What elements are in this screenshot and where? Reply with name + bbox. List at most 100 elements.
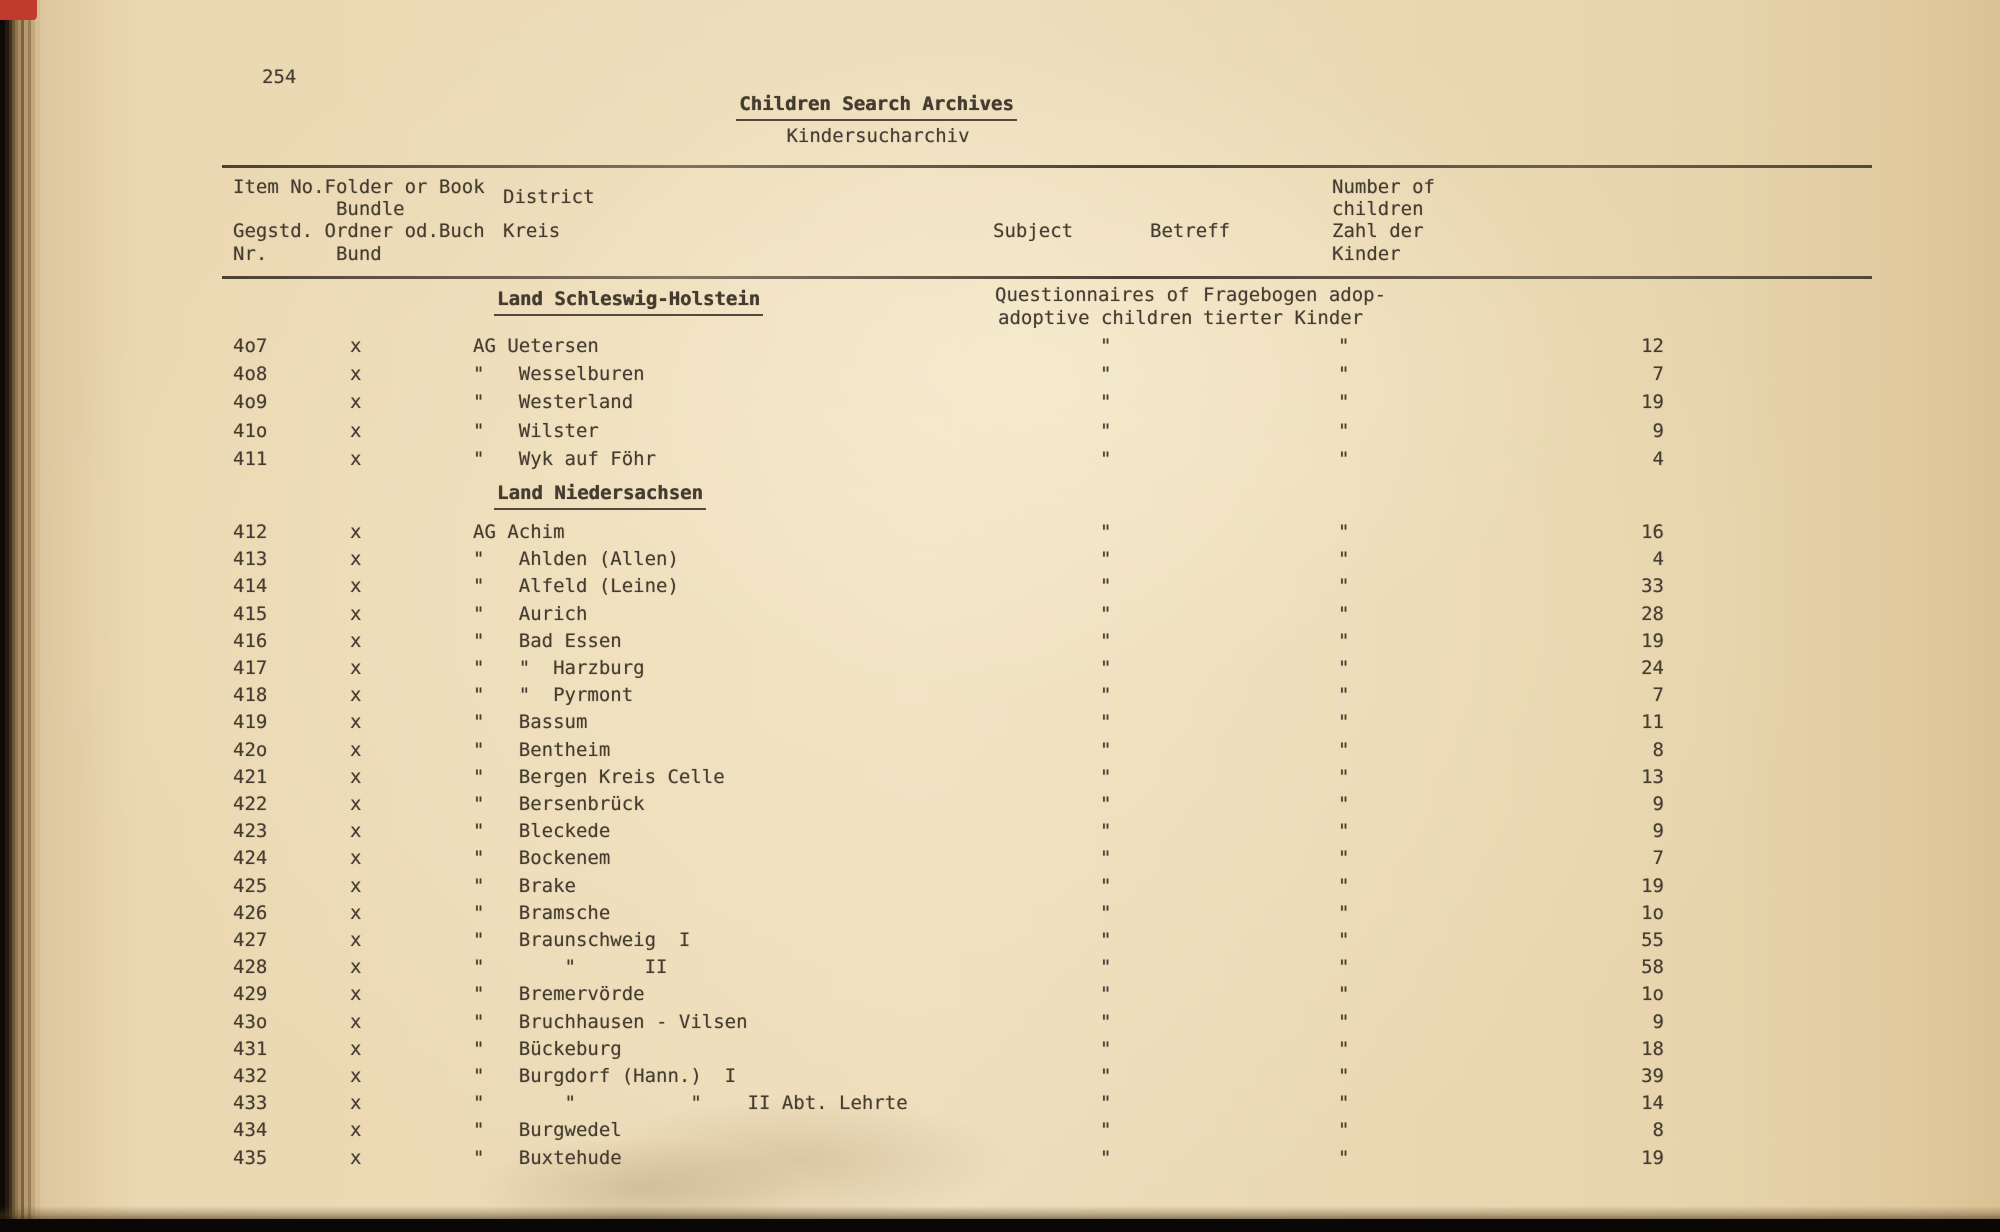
row-item-number: 415 — [233, 602, 268, 625]
row-folder-mark: x — [350, 684, 362, 707]
row-subject-ditto: " — [1100, 1065, 1112, 1087]
row-district: " " II — [473, 956, 668, 979]
row-folder-mark: x — [350, 1146, 362, 1169]
row-district: " Wyk auf Föhr — [473, 447, 657, 470]
row-folder-mark: x — [350, 548, 362, 571]
row-betreff-ditto: " — [1338, 983, 1350, 1006]
row-folder-mark: x — [350, 447, 362, 470]
row-children-count: 7 — [1652, 684, 1664, 707]
row-item-number: 41o — [233, 419, 268, 442]
row-district: " Bergen Kreis Celle — [473, 765, 725, 788]
row-item-number: 414 — [233, 575, 268, 598]
row-betreff-ditto: " — [1338, 629, 1350, 652]
row-children-count: 9 — [1652, 419, 1664, 442]
row-subject-ditto: " — [1100, 765, 1112, 788]
betreff-note-line: Fragebogen adop- — [1203, 284, 1387, 306]
row-district: " Burgdorf (Hann.) I — [473, 1065, 737, 1087]
row-betreff-ditto: " — [1338, 602, 1350, 625]
row-folder-mark: x — [350, 738, 362, 761]
row-subject-ditto: " — [1100, 1037, 1112, 1060]
page-title: Children Search Archives — [736, 93, 1017, 121]
row-folder-mark: x — [350, 1092, 362, 1115]
row-item-number: 421 — [233, 765, 268, 788]
row-children-count: 1o — [1641, 983, 1664, 1006]
row-district: " Bleckede — [473, 820, 611, 843]
row-district: " Burgwedel — [473, 1119, 622, 1142]
row-subject-ditto: " — [1100, 901, 1112, 924]
row-children-count: 14 — [1641, 1092, 1664, 1115]
row-betreff-ditto: " — [1338, 901, 1350, 924]
row-children-count: 18 — [1641, 1037, 1664, 1060]
row-folder-mark: x — [350, 335, 362, 357]
row-betreff-ditto: " — [1338, 793, 1350, 815]
row-betreff-ditto: " — [1338, 363, 1350, 386]
row-children-count: 9 — [1652, 793, 1664, 815]
row-subject-ditto: " — [1100, 684, 1112, 707]
row-children-count: 4 — [1652, 447, 1664, 470]
row-betreff-ditto: " — [1338, 447, 1350, 470]
row-children-count: 8 — [1652, 1119, 1664, 1142]
row-betreff-ditto: " — [1338, 521, 1350, 543]
row-folder-mark: x — [350, 956, 362, 979]
row-betreff-ditto: " — [1338, 738, 1350, 761]
row-item-number: 42o — [233, 738, 268, 761]
row-children-count: 39 — [1641, 1065, 1664, 1087]
row-folder-mark: x — [350, 575, 362, 598]
row-item-number: 432 — [233, 1065, 268, 1087]
row-betreff-ditto: " — [1338, 1092, 1350, 1115]
row-folder-mark: x — [350, 765, 362, 788]
row-district: " Bruchhausen - Vilsen — [473, 1010, 748, 1033]
row-item-number: 431 — [233, 1037, 268, 1060]
row-betreff-ditto: " — [1338, 874, 1350, 897]
column-header-count-line4: Kinder — [1332, 243, 1401, 265]
row-district: " Ahlden (Allen) — [473, 548, 679, 571]
column-header-item-folder-line4: Nr. Bund — [233, 243, 382, 265]
row-subject-ditto: " — [1100, 820, 1112, 843]
row-betreff-ditto: " — [1338, 1146, 1350, 1169]
column-header-item-folder-line2: Bundle — [233, 198, 405, 220]
row-subject-ditto: " — [1100, 602, 1112, 625]
row-betreff-ditto: " — [1338, 765, 1350, 788]
row-item-number: 424 — [233, 847, 268, 870]
row-subject-ditto: " — [1100, 419, 1112, 442]
row-betreff-ditto: " — [1338, 847, 1350, 870]
row-children-count: 8 — [1652, 738, 1664, 761]
row-item-number: 422 — [233, 793, 268, 815]
column-header-count-line1: Number of — [1332, 176, 1435, 198]
book-binding-page-edges — [0, 0, 40, 1220]
row-item-number: 417 — [233, 657, 268, 679]
row-children-count: 7 — [1652, 363, 1664, 386]
row-children-count: 9 — [1652, 1010, 1664, 1033]
row-item-number: 413 — [233, 548, 268, 571]
row-district: " Wilster — [473, 419, 599, 442]
row-item-number: 425 — [233, 874, 268, 897]
row-district: " Bassum — [473, 711, 588, 734]
row-betreff-ditto: " — [1338, 1037, 1350, 1060]
row-betreff-ditto: " — [1338, 419, 1350, 442]
row-subject-ditto: " — [1100, 738, 1112, 761]
row-item-number: 423 — [233, 820, 268, 843]
row-betreff-ditto: " — [1338, 711, 1350, 734]
row-district: " Alfeld (Leine) — [473, 575, 679, 598]
row-folder-mark: x — [350, 820, 362, 843]
column-header-item-folder-line1: Item No.Folder or Book — [233, 176, 485, 198]
row-folder-mark: x — [350, 1065, 362, 1087]
row-betreff-ditto: " — [1338, 548, 1350, 571]
row-children-count: 19 — [1641, 629, 1664, 652]
row-district: " Bockenem — [473, 847, 611, 870]
row-betreff-ditto: " — [1338, 1010, 1350, 1033]
row-subject-ditto: " — [1100, 1146, 1112, 1169]
row-district: " Bersenbrück — [473, 793, 645, 815]
row-district: AG Achim — [473, 521, 565, 543]
title-block: Children Search Archives Kindersucharchi… — [736, 93, 1020, 148]
page-number: 254 — [262, 66, 297, 88]
row-children-count: 11 — [1641, 711, 1664, 734]
row-item-number: 426 — [233, 901, 268, 924]
row-folder-mark: x — [350, 847, 362, 870]
row-betreff-ditto: " — [1338, 335, 1350, 357]
row-item-number: 429 — [233, 983, 268, 1006]
row-subject-ditto: " — [1100, 521, 1112, 543]
row-folder-mark: x — [350, 363, 362, 386]
row-children-count: 33 — [1641, 575, 1664, 598]
row-folder-mark: x — [350, 602, 362, 625]
